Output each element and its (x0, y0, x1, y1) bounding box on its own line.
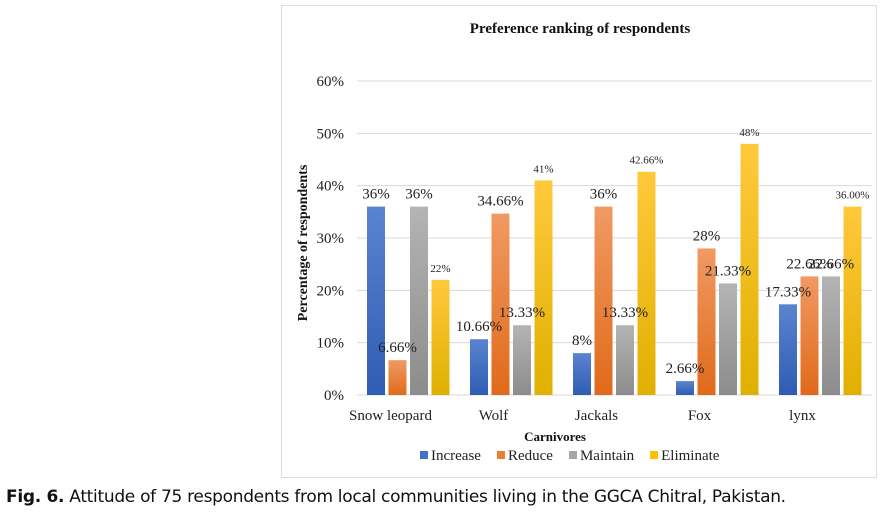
legend-swatch-increase (420, 451, 428, 459)
bar-eliminate (740, 143, 759, 395)
data-labels: 36% 6.66% 36% 22% 10.66% 34.66% 13.33% 41% 8% 36%… (362, 127, 869, 377)
bar-reduce (388, 360, 407, 395)
y-axis-label: Percentage of respondents (296, 164, 311, 321)
legend-swatch-eliminate (650, 451, 659, 459)
legend-swatch-reduce (496, 451, 505, 459)
data-label: 21.33% (705, 263, 751, 279)
y-tick-label: 20% (317, 283, 345, 299)
legend-label-eliminate: Eliminate (661, 448, 720, 464)
x-axis-label: Carnivores (524, 429, 586, 444)
data-label: 36% (405, 187, 433, 203)
y-tick-label: 10% (317, 336, 345, 352)
caption-text: Attitude of 75 respondents from local co… (64, 487, 786, 507)
figure-caption: Fig. 6. Attitude of 75 respondents from … (6, 487, 786, 507)
x-tick-label: Fox (688, 408, 712, 424)
data-label: 22% (430, 263, 450, 275)
data-label: 28% (693, 228, 721, 244)
data-label: 42.66% (630, 155, 664, 167)
bar-maintain (822, 276, 840, 395)
bar-maintain (616, 325, 634, 395)
bar-increase (676, 381, 694, 395)
data-label: 41% (533, 163, 553, 175)
bar-increase (470, 339, 488, 395)
y-tick-label: 50% (317, 126, 345, 142)
y-tick-label: 40% (317, 179, 345, 195)
chart-frame: Preference ranking of respondents 0% 10% 2… (281, 5, 877, 478)
bar-reduce (594, 206, 613, 395)
x-tick-label: Wolf (479, 408, 509, 424)
data-label: 6.66% (378, 340, 417, 356)
bar-increase (573, 353, 591, 395)
x-tick-label: lynx (789, 408, 816, 424)
legend-label-reduce: Reduce (508, 448, 553, 464)
bar-reduce (697, 248, 716, 395)
x-axis-ticks: Snow leopard Wolf Jackals Fox lynx (349, 408, 816, 424)
legend-label-increase: Increase (431, 448, 481, 464)
data-label: 8% (572, 333, 592, 349)
data-label: 36% (590, 187, 618, 203)
bar-eliminate (534, 180, 553, 395)
data-label: 48% (739, 127, 759, 139)
bar-maintain (513, 325, 531, 395)
data-label: 22.66% (808, 256, 854, 272)
bar-increase (779, 304, 797, 395)
bar-reduce (800, 276, 819, 395)
chart-title: Preference ranking of respondents (470, 21, 691, 37)
data-label: 34.66% (477, 194, 523, 210)
legend: Increase Reduce Maintain Eliminate (420, 448, 720, 464)
data-label: 13.33% (499, 305, 545, 321)
bar-eliminate (637, 171, 656, 395)
data-label: 10.66% (456, 319, 502, 335)
bar-reduce (491, 213, 510, 395)
bars (367, 143, 862, 395)
bar-maintain (719, 283, 737, 395)
x-tick-label: Snow leopard (349, 408, 432, 424)
bar-increase (367, 206, 385, 395)
bar-chart: Preference ranking of respondents 0% 10% 2… (296, 21, 872, 464)
bar-eliminate (431, 279, 450, 395)
data-label: 17.33% (765, 284, 811, 300)
data-label: 13.33% (602, 305, 648, 321)
data-label: 2.66% (666, 361, 705, 377)
y-axis-ticks: 0% 10% 20% 30% 40% 50% 60% (317, 74, 345, 404)
data-label: 36% (362, 187, 390, 203)
y-tick-label: 30% (317, 231, 345, 247)
data-label: 22.66% (786, 256, 832, 272)
y-tick-label: 0% (324, 388, 344, 404)
figure-number: Fig. 6. (6, 487, 65, 507)
bar-maintain (410, 206, 428, 395)
bar-eliminate (843, 206, 862, 395)
data-label: 36.00% (836, 190, 870, 202)
x-tick-label: Jackals (575, 408, 618, 424)
y-tick-label: 60% (317, 74, 345, 90)
legend-swatch-maintain (568, 451, 577, 459)
legend-label-maintain: Maintain (580, 448, 635, 464)
